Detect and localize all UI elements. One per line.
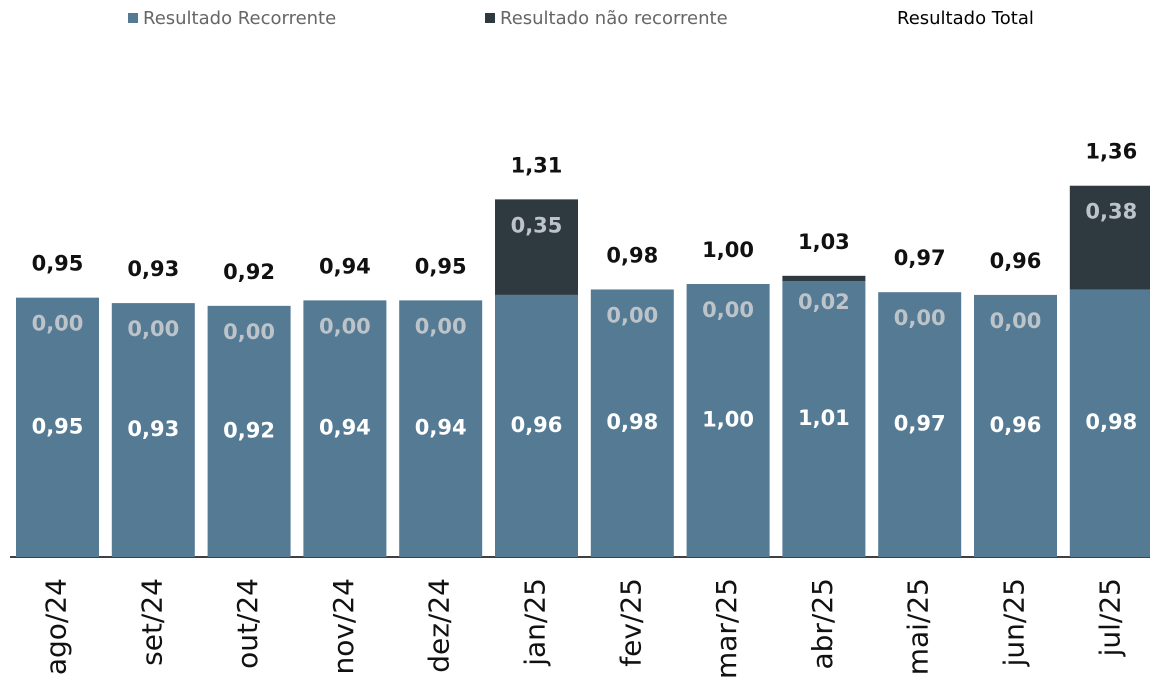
data-label: 1,01 — [798, 406, 850, 430]
data-label: 0,00 — [702, 298, 754, 322]
data-label: 0,00 — [415, 314, 467, 338]
x-tick-label: set/24 — [135, 578, 168, 666]
bar-segment — [1069, 289, 1150, 557]
bar-segment — [207, 305, 291, 557]
bar-segment — [495, 294, 578, 557]
legend-label: Resultado não recorrente — [500, 8, 728, 29]
data-label: 0,00 — [223, 320, 275, 344]
data-label: 0,97 — [894, 412, 946, 436]
data-label: 0,00 — [127, 317, 179, 341]
bar-segment — [974, 294, 1057, 557]
bar-segment — [495, 199, 578, 295]
data-label: 0,00 — [32, 312, 84, 336]
total-label: 1,36 — [1085, 140, 1137, 164]
data-label: 0,94 — [415, 416, 467, 440]
x-tick-label: out/24 — [231, 578, 264, 669]
data-label: 0,00 — [606, 303, 658, 327]
data-label: 1,00 — [702, 408, 754, 432]
bar-segment — [111, 303, 195, 557]
x-tick-label: mai/25 — [902, 578, 935, 675]
bar-segment — [590, 289, 674, 557]
x-tick-label: mar/25 — [710, 578, 743, 679]
total-label: 0,98 — [606, 243, 658, 267]
x-tick-label: jan/25 — [519, 578, 552, 667]
data-label: 0,35 — [511, 213, 563, 237]
data-label: 0,93 — [127, 417, 179, 441]
bar-segment — [16, 297, 99, 557]
data-label: 0,00 — [990, 309, 1042, 333]
data-label: 0,92 — [223, 418, 275, 442]
bar-segment — [686, 284, 770, 557]
data-label: 0,98 — [606, 410, 658, 434]
total-label: 0,95 — [32, 252, 84, 276]
data-label: 0,96 — [990, 413, 1042, 437]
total-label: 1,31 — [511, 153, 563, 177]
data-label: 0,38 — [1085, 200, 1137, 224]
total-label: 0,95 — [415, 254, 467, 278]
x-tick-label: ago/24 — [40, 578, 73, 675]
x-tick-label: nov/24 — [327, 578, 360, 675]
x-tick-label: jul/25 — [1093, 578, 1126, 657]
data-label: 0,96 — [511, 413, 563, 437]
bar-segment — [878, 292, 962, 557]
legend-swatch — [128, 13, 138, 23]
x-tick-label: fev/25 — [614, 578, 647, 667]
legend-label: Resultado Total — [897, 8, 1034, 29]
total-label: 0,97 — [894, 246, 946, 270]
data-label: 0,95 — [32, 414, 84, 438]
data-label: 0,98 — [1085, 410, 1137, 434]
data-label: 0,94 — [319, 416, 371, 440]
bar-segment — [303, 300, 387, 557]
bar-segment — [782, 281, 866, 557]
data-label: 0,02 — [798, 290, 850, 314]
x-tick-label: jun/25 — [998, 578, 1031, 667]
total-label: 0,93 — [127, 257, 179, 281]
x-tick-label: abr/25 — [806, 578, 839, 670]
data-label: 0,00 — [894, 306, 946, 330]
total-label: 0,94 — [319, 254, 371, 278]
total-label: 0,96 — [990, 249, 1042, 273]
total-label: 1,00 — [702, 238, 754, 262]
data-label: 0,00 — [319, 314, 371, 338]
x-tick-label: dez/24 — [423, 578, 456, 673]
legend-label: Resultado Recorrente — [143, 8, 336, 29]
bar-segment — [399, 300, 483, 557]
total-label: 1,03 — [798, 230, 850, 254]
bar-segment — [782, 275, 866, 282]
total-label: 0,92 — [223, 260, 275, 284]
legend-swatch — [485, 13, 495, 23]
bar-segment — [1069, 185, 1150, 290]
